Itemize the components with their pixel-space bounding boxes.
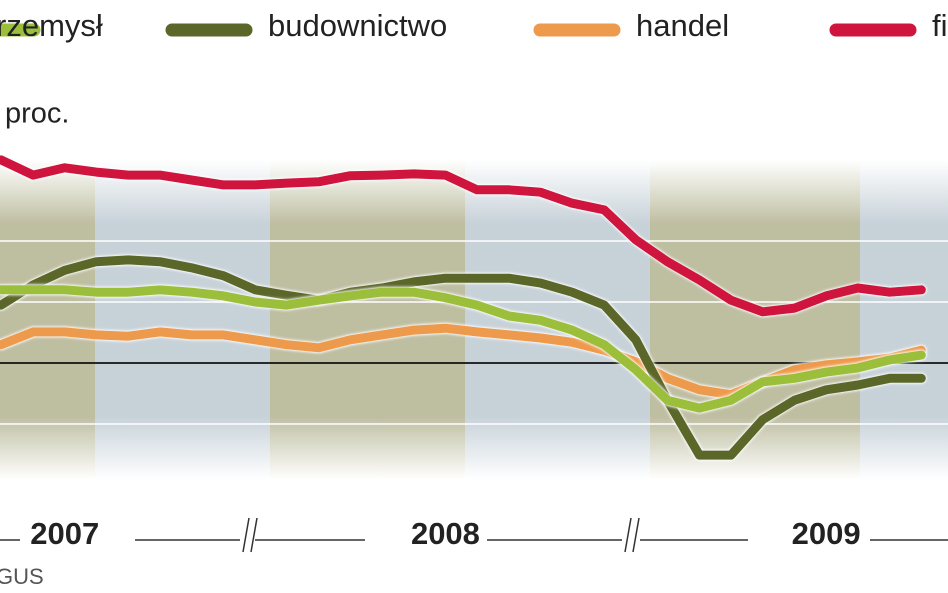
legend-label: handel <box>636 8 729 43</box>
series-line <box>0 155 926 317</box>
background-bands <box>0 160 948 480</box>
series-line <box>0 255 926 460</box>
x-tick-label: 2009 <box>792 516 861 551</box>
legend-label: budownictwo <box>268 8 447 43</box>
y-axis-label: proc. <box>5 98 69 130</box>
legend-label: fi <box>932 8 948 43</box>
legend: rzemysł budownictwo handel fi <box>0 8 948 43</box>
axis-break <box>624 517 640 553</box>
x-axis <box>0 517 948 553</box>
legend-label: rzemysł <box>0 8 103 43</box>
lines <box>0 155 926 460</box>
band <box>95 160 270 480</box>
band <box>860 160 948 480</box>
x-tick-label: 2007 <box>30 516 99 551</box>
x-ticks: 2007 2008 2009 <box>30 516 860 551</box>
x-tick-label: 2008 <box>411 516 480 551</box>
band <box>0 160 95 480</box>
band <box>270 160 465 480</box>
source: GUS <box>0 564 44 589</box>
series-line <box>0 285 926 413</box>
axis-break <box>242 517 258 553</box>
